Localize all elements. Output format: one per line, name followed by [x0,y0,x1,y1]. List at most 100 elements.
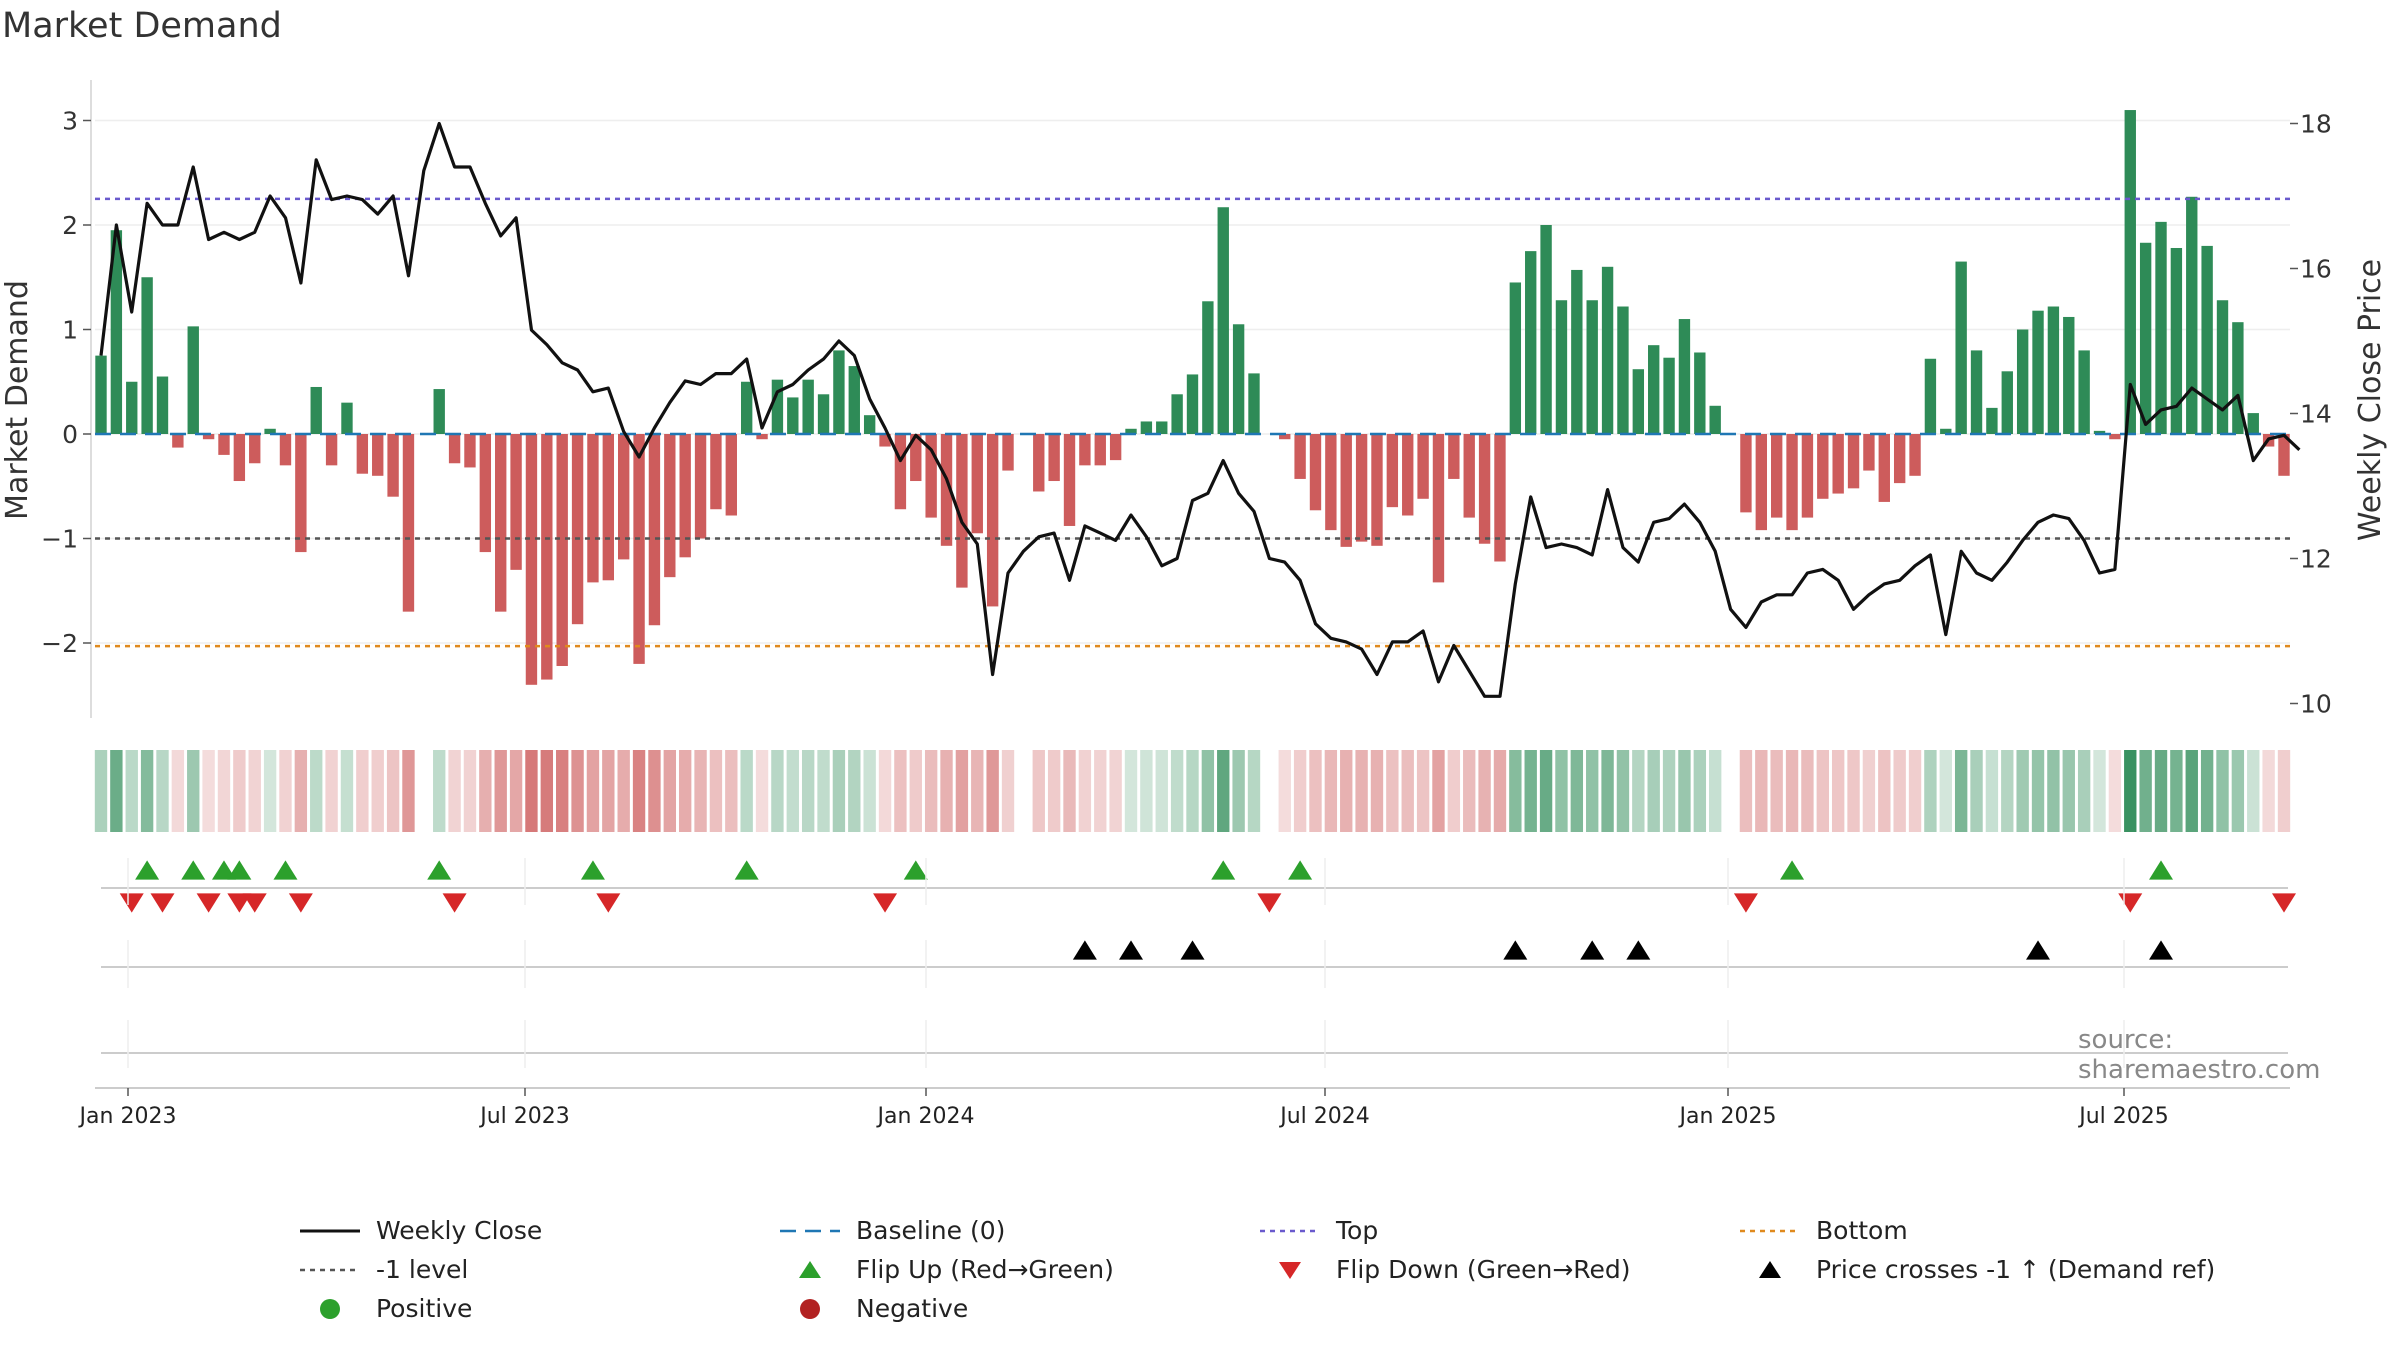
bar-negative [1801,434,1814,518]
bar-positive [1648,345,1660,434]
weekly-close-series [99,121,2301,698]
heat-cell-positive [2216,750,2229,832]
y-tick-label: −2 [41,629,78,658]
heat-cell-negative [1847,750,1860,832]
bar-negative [249,434,261,464]
bar-negative [525,434,538,685]
bar-negative [1109,434,1122,461]
flip-up-marker [211,860,236,880]
bar-positive [1555,300,1568,434]
heat-cell-positive [110,750,123,832]
x-tick-label: Jan 2024 [876,1104,975,1129]
bar-positive [1632,369,1645,434]
bar-positive [2063,316,2075,434]
heat-cell-positive [1140,750,1153,832]
bar-positive [1924,358,1937,434]
bar-negative [756,434,768,440]
heat-cell-negative [2277,750,2291,832]
legend-swatch [1740,1229,1800,1232]
bar-positive [341,402,353,434]
flip-down-marker [1257,893,1282,913]
heat-cell-positive [1985,750,1999,832]
bar-negative [1033,434,1045,492]
bar-negative [1340,434,1352,547]
legend-item: Weekly Close [300,1216,542,1245]
bar-negative [464,434,476,468]
heat-cell-positive [1632,750,1645,832]
y-tick-label: −1 [41,525,78,554]
bar-negative [233,434,246,482]
heat-cell-negative [1878,750,1891,832]
heat-cell-positive [1155,750,1168,832]
price-cross-marker [1119,940,1144,960]
bar-positive [1156,421,1168,434]
heat-cell-positive [2016,750,2029,832]
chart-title: Market Demand [2,6,282,46]
heat-cell-negative [1355,750,1368,832]
heat-cell-positive [1555,750,1568,832]
flip-up-marker [1211,860,1236,880]
bar-positive [2001,371,2013,434]
bar-positive [1217,207,1229,434]
heat-cell-positive [1186,750,1199,832]
legend-label: Price crosses -1 ↑ (Demand ref) [1816,1255,2216,1284]
heat-cell-negative [602,750,615,832]
heat-cell-positive [2001,750,2014,832]
heat-cell-negative [1063,750,1076,832]
flip-up-marker [227,860,252,880]
bar-negative [1463,434,1475,518]
bar-negative [956,434,968,588]
flip-markers [101,860,2296,1054]
bar-negative [1002,434,1014,471]
x-tick-label: Jul 2025 [2077,1104,2169,1129]
heat-cell-positive [2077,750,2091,832]
y2-tick-label: 12 [2300,545,2332,574]
heat-cell-positive [1170,750,1184,832]
bar-negative [1878,434,1890,502]
bar-positive [1970,350,1983,434]
legend-label: Positive [376,1294,473,1323]
heat-cell-negative [1370,750,1384,832]
bar-negative [2278,434,2290,476]
heat-cell-positive [1616,750,1630,832]
heat-cell-positive [1709,750,1722,832]
bar-negative [1847,434,1860,489]
bar-negative [279,434,292,466]
bar-negative [325,434,338,466]
bar-positive [2201,245,2213,434]
weekly-close-line [99,121,2301,698]
bar-positive [2016,329,2029,434]
heat-cell-negative [356,750,369,832]
flip-down-marker [596,893,621,913]
bar-negative [710,434,722,510]
bar-positive [1617,306,1629,434]
heat-cell-negative [1432,750,1445,832]
bar-negative [218,434,230,455]
heat-cell-positive [1524,750,1537,832]
heat-cell-negative [1831,750,1845,832]
bar-positive [833,350,845,434]
bar-positive [1186,374,1199,434]
bar-negative [879,434,891,447]
bar-negative [479,434,492,553]
bar-positive [141,277,153,434]
bar-negative [1294,434,1306,479]
heat-cell-negative [556,750,569,832]
heat-cell-positive [1586,750,1599,832]
heat-cell-negative [1032,750,1045,832]
heat-cell-negative [1785,750,1799,832]
y2-tick-label: 14 [2300,400,2332,429]
heat-cell-negative [632,750,646,832]
flip-down-marker [150,893,175,913]
flip-down-marker [242,893,267,913]
flip-up-marker [1288,860,1313,880]
heat-cell-positive [863,750,876,832]
heat-cell-negative [448,750,461,832]
flip-up-marker [181,860,206,880]
bar-positive [740,381,753,434]
y2-axis-label: Weekly Close Price [2353,259,2388,541]
heat-cell-negative [248,750,261,832]
heat-cell-negative [479,750,492,832]
bar-positive [2186,196,2198,434]
heat-cell-negative [725,750,738,832]
